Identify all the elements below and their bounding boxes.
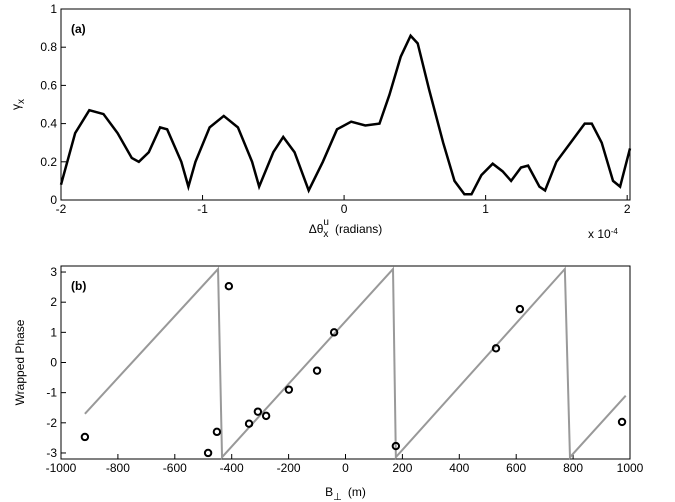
- x-multiplier-exp: -4: [611, 227, 619, 236]
- x-tick-label: -800: [106, 461, 130, 475]
- data-point: [491, 344, 501, 353]
- x-axis-label: B⊥ (m): [325, 485, 366, 502]
- data-point: [617, 417, 627, 427]
- x-tick-label: -1000: [46, 461, 77, 475]
- x-tick-label: 400: [449, 461, 469, 475]
- y-tick-label: 0: [50, 356, 57, 370]
- y-axis-label: Wrapped Phase: [13, 319, 27, 405]
- y-tick-label: 1: [50, 325, 57, 339]
- plot-frame: [60, 8, 631, 201]
- y-tick-label: 0.4: [40, 117, 57, 131]
- y-tick-label: 0.6: [40, 78, 57, 92]
- data-line: [84, 266, 627, 460]
- x-axis-label-unit: (radians): [335, 222, 382, 236]
- data-point: [224, 282, 234, 291]
- data-point: [253, 407, 263, 416]
- y-axis-label-main: Wrapped Phase: [13, 319, 27, 405]
- x-axis-label-main: Δθ: [309, 222, 324, 236]
- x-axis-label-main: B: [325, 485, 333, 499]
- data-point: [515, 304, 525, 314]
- data-point: [80, 432, 90, 442]
- plot-frame: [60, 265, 631, 460]
- y-axis-label-main: γ: [9, 104, 23, 110]
- y-tick-label: 0.2: [40, 155, 57, 169]
- y-tick-label: 0.8: [40, 40, 57, 54]
- x-axis-label-sup: u: [323, 217, 329, 228]
- data-point: [203, 448, 213, 458]
- x-tick-label: 2: [624, 202, 631, 216]
- x-tick-label: 800: [563, 461, 583, 475]
- x-axis-label-sub: ⊥: [333, 492, 342, 502]
- data-point: [329, 328, 339, 337]
- y-axis-label: γx: [9, 99, 27, 110]
- y-axis-label-sub: x: [16, 99, 27, 104]
- x-axis-label-unit: (m): [348, 485, 366, 499]
- data-point: [261, 411, 271, 421]
- x-tick-label: 200: [392, 461, 412, 475]
- y-tick-label: -1: [46, 386, 57, 400]
- data-line: [59, 33, 632, 196]
- y-tick-label: 1: [50, 2, 57, 16]
- x-tick-label: 0: [342, 461, 349, 475]
- x-multiplier: x 10-4: [588, 227, 618, 241]
- y-tick-label: 2: [50, 295, 57, 309]
- data-point: [244, 419, 254, 428]
- panel-label: (a): [71, 22, 86, 36]
- y-tick-label: 0: [50, 193, 57, 207]
- y-tick-label: 3: [50, 265, 57, 279]
- x-tick-label: 600: [506, 461, 526, 475]
- x-tick-label: -1: [197, 202, 208, 216]
- x-axis-label: Δθxu (radians): [309, 217, 383, 240]
- x-tick-label: 0: [341, 202, 348, 216]
- x-tick-label: -200: [277, 461, 301, 475]
- panel-label: (b): [71, 279, 86, 293]
- y-tick-label: -3: [46, 446, 57, 460]
- x-multiplier-base: x 10: [588, 227, 611, 241]
- x-tick-label: -2: [56, 202, 67, 216]
- data-point: [284, 385, 294, 394]
- x-tick-label: 1000: [617, 461, 644, 475]
- x-tick-label: -600: [163, 461, 187, 475]
- data-point: [212, 427, 222, 437]
- x-tick-label: -400: [220, 461, 244, 475]
- data-point: [312, 366, 322, 375]
- y-tick-label: -2: [46, 416, 57, 430]
- x-axis-label-sub: x: [323, 229, 328, 240]
- data-point: [391, 441, 401, 451]
- x-tick-label: 1: [482, 202, 489, 216]
